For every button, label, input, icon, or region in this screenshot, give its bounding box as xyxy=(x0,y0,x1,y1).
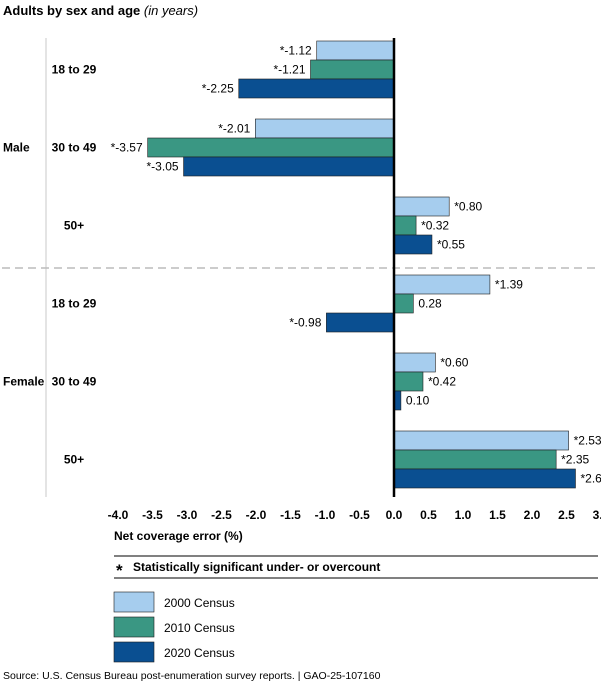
bar-2000-census xyxy=(393,196,450,217)
value-labels: *-1.12 *-1.21 *-2.25 *-2.01 *-3.57 *-3.05 *0.8… xyxy=(111,44,601,486)
bar-value-label: *2.35 xyxy=(561,453,589,467)
legend-label: 2010 Census xyxy=(164,621,235,635)
bar-2020-census xyxy=(238,78,395,99)
bar-value-label: *-2.25 xyxy=(202,82,234,96)
x-tick-label: -3.0 xyxy=(177,508,198,522)
legend-swatch xyxy=(113,616,155,638)
x-tick-label: -4.0 xyxy=(108,508,129,522)
legend-swatch xyxy=(113,641,155,663)
x-tick-label: -2.0 xyxy=(246,508,267,522)
sex-label-male: Male xyxy=(3,141,30,155)
x-tick-label: 0.5 xyxy=(420,508,437,522)
bar-value-label: *-1.21 xyxy=(273,63,305,77)
bar-value-label: *0.60 xyxy=(440,356,468,370)
age-group-label: 30 to 49 xyxy=(52,141,97,155)
bar-value-label: *0.55 xyxy=(437,238,465,252)
x-tick-label: 2.5 xyxy=(558,508,575,522)
footnote-text: Statistically significant under- or over… xyxy=(133,560,380,574)
bar-2000-census xyxy=(393,274,491,295)
tick-labels: -4.0 -3.5 -3.0 -2.5 -2.0 -1.5 -1.0 -0.5 0.0 0.5 1.… xyxy=(108,508,601,522)
bars xyxy=(147,40,576,489)
age-group-label: 18 to 29 xyxy=(52,297,97,311)
legend-label: 2000 Census xyxy=(164,596,235,610)
legend-swatch xyxy=(113,591,155,613)
bar-2000-census xyxy=(393,430,569,451)
chart-title-unit: (in years) xyxy=(144,3,198,18)
x-tick-label: -2.5 xyxy=(211,508,232,522)
bar-value-label: *-2.01 xyxy=(218,122,250,136)
bar-2010-census xyxy=(147,137,395,158)
footnote-asterisk: * xyxy=(116,561,123,580)
sex-labels: Male Female xyxy=(3,141,45,389)
bar-value-label: *-3.05 xyxy=(147,160,179,174)
x-tick-label: 2.0 xyxy=(524,508,541,522)
age-group-label: 18 to 29 xyxy=(52,63,97,77)
bar-value-label: *-3.57 xyxy=(111,141,143,155)
bar-2020-census xyxy=(393,234,433,255)
x-tick-label: -1.0 xyxy=(315,508,336,522)
x-tick-label: 0.0 xyxy=(386,508,403,522)
bar-2010-census xyxy=(393,215,417,236)
x-tick-label: -3.5 xyxy=(142,508,163,522)
bar-2000-census xyxy=(393,352,436,373)
bar-value-label: *0.80 xyxy=(454,200,482,214)
bar-value-label: *2.63 xyxy=(580,472,601,486)
sex-label-female: Female xyxy=(3,375,45,389)
bar-2000-census xyxy=(255,118,395,139)
age-labels: 18 to 29 30 to 49 50+ 18 to 29 30 to 49 50+ xyxy=(52,63,97,467)
bar-2000-census xyxy=(316,40,395,61)
bar-value-label: 0.28 xyxy=(418,297,442,311)
legend: 2000 Census 2010 Census 2020 Census xyxy=(113,591,235,663)
x-tick-label: -0.5 xyxy=(349,508,370,522)
bar-value-label: *-0.98 xyxy=(289,316,321,330)
bar-value-label: *-1.12 xyxy=(280,44,312,58)
bar-value-label: *0.42 xyxy=(428,375,456,389)
bar-2020-census xyxy=(183,156,395,177)
age-group-label: 50+ xyxy=(64,453,84,467)
x-tick-label: 1.5 xyxy=(489,508,506,522)
x-axis-label: Net coverage error (%) xyxy=(114,529,243,543)
bar-2010-census xyxy=(393,371,424,392)
bar-2020-census xyxy=(393,468,576,489)
bar-value-label: *2.53 xyxy=(574,434,601,448)
x-tick-label: 3.0 xyxy=(593,508,601,522)
bar-value-label: *0.32 xyxy=(421,219,449,233)
x-tick-label: 1.0 xyxy=(455,508,472,522)
bar-value-label: *1.39 xyxy=(495,278,523,292)
source-note: Source: U.S. Census Bureau post-enumerat… xyxy=(3,670,381,682)
bar-2010-census xyxy=(393,449,557,470)
age-group-label: 30 to 49 xyxy=(52,375,97,389)
chart-title: Adults by sex and age (in years) xyxy=(3,3,198,18)
bar-2010-census xyxy=(310,59,395,80)
bar-value-label: 0.10 xyxy=(406,394,430,408)
legend-label: 2020 Census xyxy=(164,646,235,660)
bar-2010-census xyxy=(393,293,414,314)
age-group-label: 50+ xyxy=(64,219,84,233)
bar-2020-census xyxy=(326,312,395,333)
x-tick-label: -1.5 xyxy=(280,508,301,522)
